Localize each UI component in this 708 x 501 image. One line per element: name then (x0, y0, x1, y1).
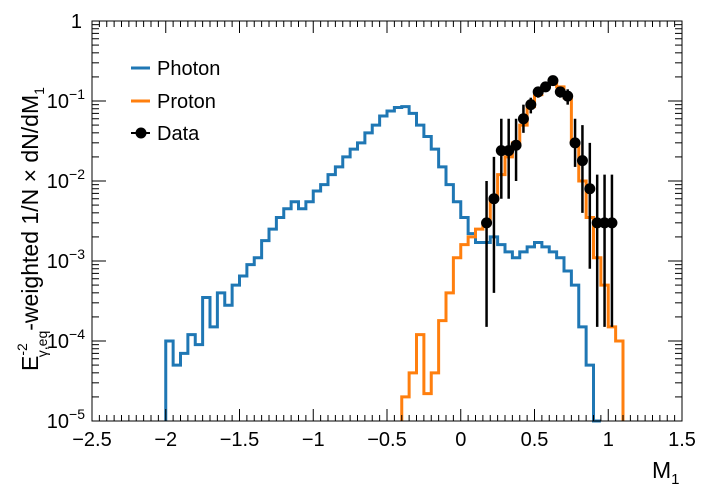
data-point (488, 193, 500, 205)
y-tick-label: 10−3 (47, 246, 85, 273)
y-axis-title-rest-sub: 1 (31, 87, 47, 95)
x-tick-label: 1 (603, 429, 614, 451)
x-tick-label: −2 (154, 429, 177, 451)
x-tick-label: 0 (455, 429, 466, 451)
x-tick-label: −0.5 (367, 429, 406, 451)
data-point (517, 113, 529, 125)
x-tick-label: −2.5 (72, 429, 111, 451)
legend-data-label: Data (157, 123, 200, 145)
y-axis-title-sup: -2 (14, 343, 30, 356)
x-tick-label: 1.5 (668, 429, 696, 451)
data-point (576, 155, 588, 167)
legend-photon-label: Photon (157, 58, 220, 80)
data-point (547, 75, 559, 87)
data-point (540, 81, 552, 93)
y-tick-label: 10−5 (47, 406, 85, 433)
data-point (562, 90, 574, 102)
data-point (606, 217, 618, 229)
y-axis-title: E-2 γ,eq-weighted 1/N × dN/dM1 (14, 87, 50, 371)
y-axis-title-rest: -weighted 1/N × dN/dM (17, 95, 43, 331)
y-tick-label: 1 (71, 11, 82, 33)
x-tick-label: 0.5 (521, 429, 549, 451)
x-axis-title-sub: 1 (671, 471, 679, 488)
y-tick-label: 10−2 (47, 166, 85, 193)
data-point (569, 137, 581, 149)
legend-proton-label: Proton (157, 91, 216, 113)
legend-data-marker (135, 127, 147, 139)
photon-histogram (164, 105, 601, 423)
series-layer (164, 75, 625, 423)
legend: Photon Proton Data (131, 58, 220, 145)
y-tick-label: 10−4 (47, 326, 85, 353)
x-tick-label: −1.5 (220, 429, 259, 451)
data-point (481, 217, 493, 229)
y-tick-label: 10−1 (47, 86, 85, 113)
data-point (525, 99, 537, 111)
y-axis-title-sub: γ,eq (34, 331, 50, 357)
x-tick-label: −1 (302, 429, 325, 451)
data-point (510, 139, 522, 151)
x-axis-title: M1 (652, 457, 680, 488)
data-point (584, 183, 596, 195)
axis-layer: −2.5 −2 −1.5 −1 −0.5 0 0.5 1 1.5 1 10−1 10−2 10−3 10−… (47, 11, 696, 451)
